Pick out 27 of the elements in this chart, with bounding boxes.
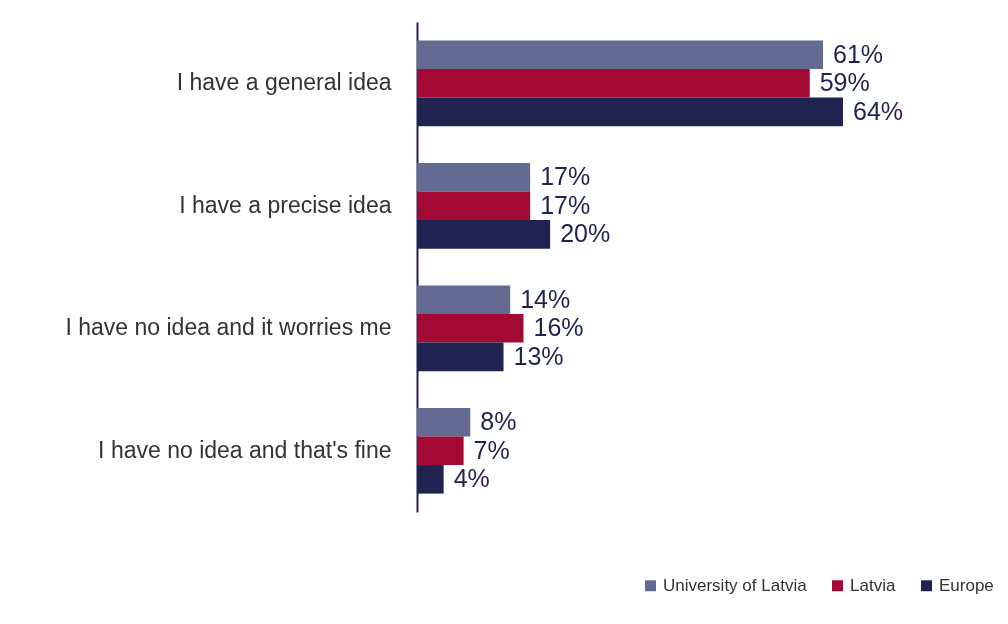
legend-label: University of Latvia [663,575,808,595]
data-label: 17% [540,190,591,219]
data-label: 8% [480,407,517,436]
bar [417,162,531,192]
data-label: 4% [453,464,490,493]
data-label: 14% [520,284,571,313]
bar [417,191,531,221]
bar [417,313,524,343]
data-label: 17% [540,162,591,191]
y-tick-label: I have a precise idea [179,191,392,218]
bar [417,40,824,69]
bar [417,436,464,466]
bar [417,285,511,314]
legend-label: Latvia [850,575,896,595]
data-label: 13% [513,341,564,370]
data-label: 16% [533,313,584,342]
data-label: 61% [833,39,884,68]
bar [417,407,471,437]
data-label: 7% [473,435,510,464]
data-label: 64% [853,96,904,125]
data-label: 20% [560,219,611,248]
y-tick-label: I have no idea and it worries me [65,314,392,341]
data-label: 59% [819,68,870,97]
bar [417,68,810,98]
y-tick-label: I have a general idea [176,69,392,96]
legend-label: Europe [939,575,994,595]
y-tick-label: I have no idea and that's fine [98,436,392,463]
